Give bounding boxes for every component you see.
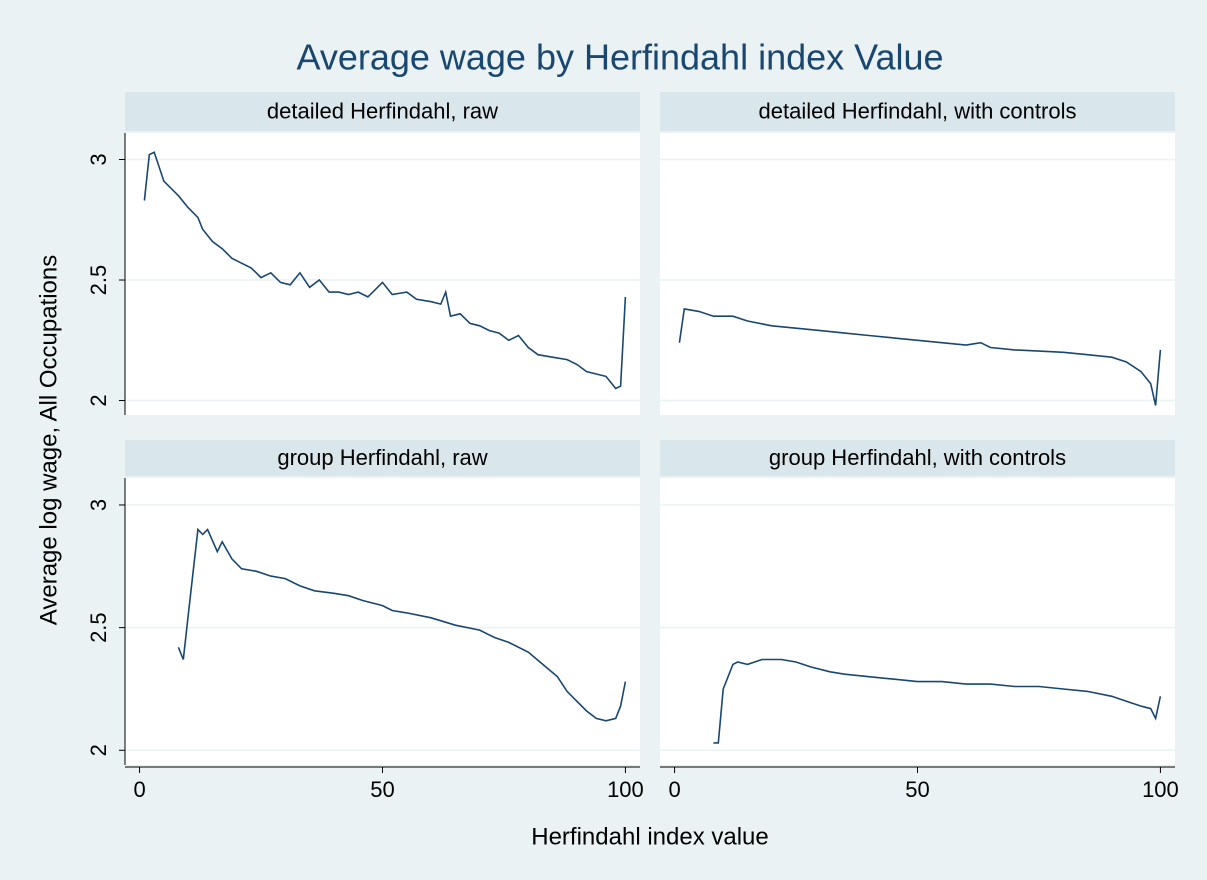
panel-title: detailed Herfindahl, raw — [267, 98, 498, 123]
x-tick-label: 0 — [133, 777, 145, 802]
panel-title: group Herfindahl, raw — [277, 445, 487, 470]
panel-header — [125, 440, 640, 476]
plot-area — [660, 133, 1175, 415]
y-tick-label: 3 — [86, 153, 111, 165]
x-tick-label: 50 — [370, 777, 394, 802]
data-line — [678, 307, 1162, 406]
x-tick-label: 100 — [1142, 777, 1179, 802]
panel-header — [660, 440, 1175, 476]
x-tick-label: 50 — [905, 777, 929, 802]
y-tick-label: 2.5 — [86, 612, 111, 643]
x-axis-label: Herfindahl index value — [531, 823, 768, 850]
data-line — [177, 527, 627, 722]
y-tick-label: 2 — [86, 744, 111, 756]
chart-title: Average wage by Herfindahl index Value — [296, 37, 943, 78]
panel-title: group Herfindahl, with controls — [769, 445, 1066, 470]
y-tick-label: 2.5 — [86, 265, 111, 296]
y-axis-label: Average log wage, All Occupations — [35, 255, 62, 625]
plot-area — [125, 133, 640, 415]
data-line — [713, 658, 1162, 744]
plot-area — [125, 478, 640, 765]
x-tick-label: 100 — [607, 777, 644, 802]
panel-header — [125, 92, 640, 131]
y-tick-label: 2 — [86, 394, 111, 406]
panel-title: detailed Herfindahl, with controls — [759, 98, 1077, 123]
panel-header — [660, 92, 1175, 131]
y-tick-label: 3 — [86, 499, 111, 511]
x-tick-label: 0 — [668, 777, 680, 802]
data-line — [143, 151, 627, 390]
plot-area — [660, 478, 1175, 765]
